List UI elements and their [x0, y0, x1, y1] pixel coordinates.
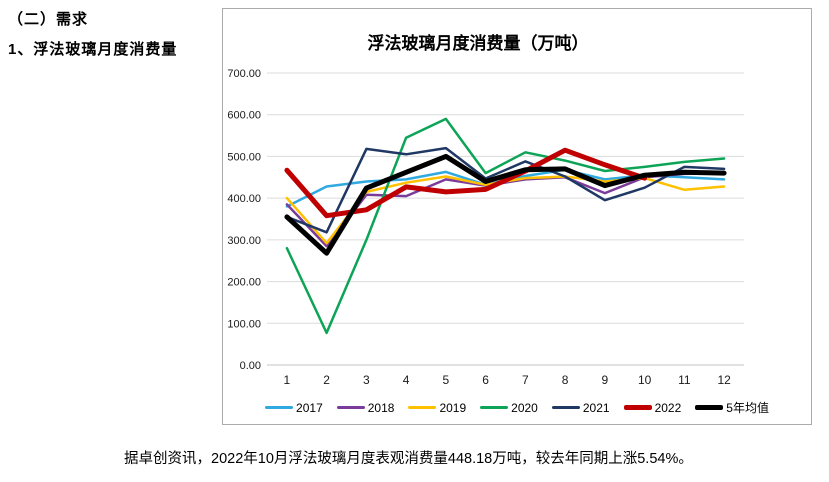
svg-text:100.00: 100.00	[227, 318, 261, 330]
chart-card: 浮法玻璃月度消费量（万吨） 0.00 100.00 200.00 300.00 400.…	[222, 8, 812, 425]
legend-label: 2019	[439, 400, 467, 415]
svg-text:2: 2	[323, 373, 330, 387]
legend-label: 2022	[654, 400, 682, 415]
svg-text:700.00: 700.00	[227, 68, 261, 80]
sub-heading: 1、浮法玻璃月度消费量	[8, 41, 178, 58]
legend-line-swatch	[408, 406, 437, 409]
chart-title: 浮法玻璃月度消费量（万吨）	[367, 34, 589, 53]
legend-label: 2020	[511, 400, 538, 415]
legend-line-swatch	[623, 405, 652, 410]
svg-text:8: 8	[562, 373, 569, 387]
svg-text:3: 3	[363, 373, 370, 387]
legend-line-swatch	[336, 406, 365, 409]
svg-text:0.00: 0.00	[240, 360, 261, 372]
legend-item-5年均值: 5年均值	[695, 399, 769, 416]
legend-line-swatch	[695, 405, 724, 410]
svg-text:5: 5	[443, 373, 450, 387]
legend-item-2017: 2017	[265, 401, 323, 415]
legend-item-2019: 2019	[408, 401, 466, 415]
legend-item-2020: 2020	[480, 401, 538, 415]
legend-item-2018: 2018	[336, 400, 395, 415]
chart-legend: 2017 2018 2019 2020 2021 2022 5年均值	[223, 399, 811, 416]
legend-line-swatch	[480, 406, 509, 409]
svg-text:4: 4	[403, 373, 410, 387]
legend-label: 2017	[296, 400, 323, 415]
svg-text:12: 12	[717, 373, 731, 387]
svg-text:1: 1	[284, 373, 291, 387]
legend-item-2022: 2022	[623, 400, 682, 415]
section-heading: （二）需求	[8, 11, 89, 28]
legend-label: 2021	[582, 400, 610, 415]
svg-text:300.00: 300.00	[227, 235, 261, 247]
legend-line-swatch	[551, 406, 580, 409]
svg-text:11: 11	[678, 373, 691, 387]
section-headings: （二）需求 1、浮法玻璃月度消费量	[8, 8, 177, 59]
svg-text:10: 10	[638, 373, 652, 387]
legend-line-swatch	[265, 406, 294, 409]
legend-label: 2018	[367, 400, 395, 415]
svg-text:500.00: 500.00	[227, 151, 261, 163]
svg-text:9: 9	[602, 373, 609, 387]
source-caption: 据卓创资讯，2022年10月浮法玻璃月度表观消费量448.18万吨，较去年同期上…	[124, 451, 693, 467]
svg-text:7: 7	[522, 373, 529, 387]
line-chart: 0.00 100.00 200.00 300.00 400.00 500.00 600.00…	[227, 68, 744, 387]
svg-text:600.00: 600.00	[227, 110, 261, 122]
svg-text:400.00: 400.00	[227, 193, 261, 205]
svg-text:200.00: 200.00	[227, 277, 261, 289]
svg-text:6: 6	[482, 373, 489, 387]
legend-label: 5年均值	[726, 401, 769, 415]
legend-item-2021: 2021	[551, 400, 610, 415]
